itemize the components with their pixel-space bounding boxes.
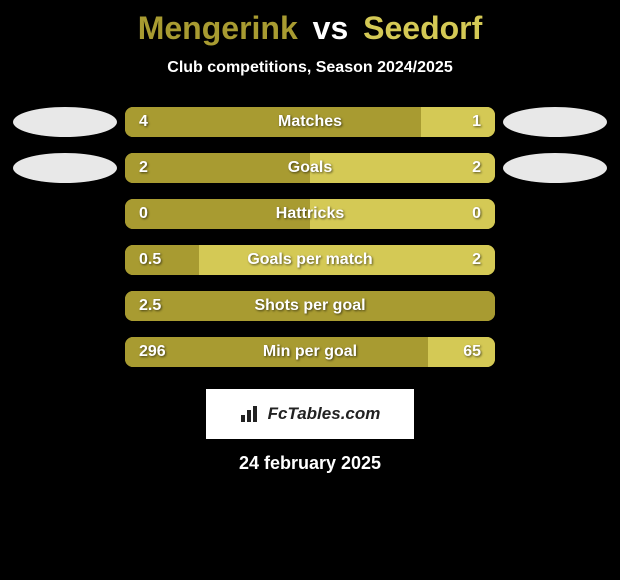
stat-row: 0.5 2 Goals per match xyxy=(0,245,620,275)
player1-name: Mengerink xyxy=(138,10,298,46)
bar-segment-right xyxy=(421,107,495,137)
page-title: Mengerink vs Seedorf xyxy=(0,10,620,47)
stat-bar: 296 65 Min per goal xyxy=(125,337,495,367)
stat-label: Goals per match xyxy=(247,251,372,269)
player2-name: Seedorf xyxy=(363,10,482,46)
stat-value-left: 0.5 xyxy=(139,251,161,269)
stat-bar: 0 0 Hattricks xyxy=(125,199,495,229)
fctables-logo: FcTables.com xyxy=(206,389,414,439)
stat-value-right: 65 xyxy=(463,343,481,361)
stat-label: Matches xyxy=(278,113,342,131)
bar-segment-left xyxy=(125,107,421,137)
stats-container: 4 1 Matches 2 2 Goals 0 0 Hattricks 0.5 2 Goals per… xyxy=(0,107,620,367)
stat-row: 4 1 Matches xyxy=(0,107,620,137)
subtitle: Club competitions, Season 2024/2025 xyxy=(0,59,620,77)
stat-value-left: 2 xyxy=(139,159,148,177)
team-badge-left xyxy=(13,107,117,137)
team-badge-left xyxy=(13,153,117,183)
bar-segment-left xyxy=(125,153,310,183)
stat-row: 2.5 Shots per goal xyxy=(0,291,620,321)
team-badge-right xyxy=(503,153,607,183)
stat-value-left: 2.5 xyxy=(139,297,161,315)
stat-value-right: 2 xyxy=(472,251,481,269)
bars-icon xyxy=(240,405,262,423)
stat-row: 296 65 Min per goal xyxy=(0,337,620,367)
stat-label: Shots per goal xyxy=(254,297,365,315)
stat-label: Goals xyxy=(288,159,332,177)
stat-value-right: 2 xyxy=(472,159,481,177)
date-text: 24 february 2025 xyxy=(0,453,620,474)
stat-value-left: 4 xyxy=(139,113,148,131)
stat-value-left: 0 xyxy=(139,205,148,223)
stat-bar: 4 1 Matches xyxy=(125,107,495,137)
logo-text: FcTables.com xyxy=(268,404,381,424)
stat-label: Min per goal xyxy=(263,343,357,361)
bar-segment-right xyxy=(310,153,495,183)
bar-segment-right xyxy=(428,337,495,367)
stat-row: 0 0 Hattricks xyxy=(0,199,620,229)
stat-value-right: 1 xyxy=(472,113,481,131)
vs-text: vs xyxy=(313,10,349,46)
stat-value-right: 0 xyxy=(472,205,481,223)
stat-row: 2 2 Goals xyxy=(0,153,620,183)
stat-bar: 2.5 Shots per goal xyxy=(125,291,495,321)
bar-segment-left xyxy=(125,245,199,275)
stat-bar: 2 2 Goals xyxy=(125,153,495,183)
stat-bar: 0.5 2 Goals per match xyxy=(125,245,495,275)
team-badge-right xyxy=(503,107,607,137)
stat-value-left: 296 xyxy=(139,343,166,361)
stat-label: Hattricks xyxy=(276,205,344,223)
